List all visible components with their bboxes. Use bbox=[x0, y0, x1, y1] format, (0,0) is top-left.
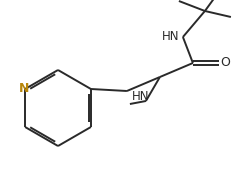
Text: N: N bbox=[19, 83, 29, 96]
Text: HN: HN bbox=[162, 30, 180, 42]
Text: O: O bbox=[220, 57, 230, 69]
Text: HN: HN bbox=[132, 91, 149, 103]
